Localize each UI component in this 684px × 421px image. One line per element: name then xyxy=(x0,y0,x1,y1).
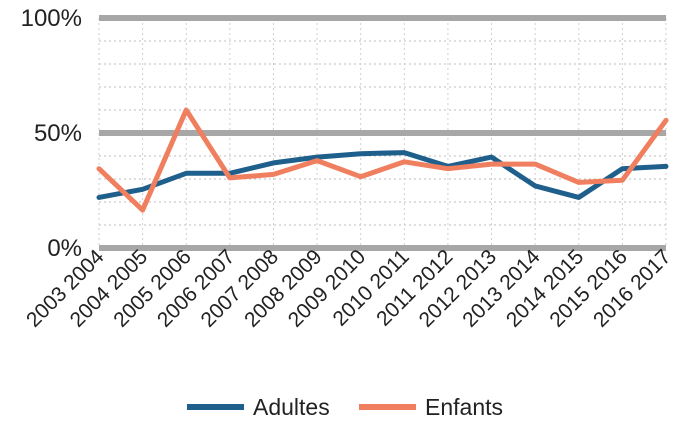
legend-label-enfants: Enfants xyxy=(425,394,503,420)
grid-lines xyxy=(98,15,667,251)
series-lines xyxy=(96,107,669,213)
legend: Adultes Enfants xyxy=(187,394,503,420)
y-tick-label: 50% xyxy=(34,120,82,147)
legend-label-adultes: Adultes xyxy=(253,394,330,420)
y-tick-label: 100% xyxy=(21,5,82,32)
series-line-enfants xyxy=(96,107,669,213)
y-tick-label: 0% xyxy=(47,235,82,262)
y-axis-ticks: 0% 50% 100% xyxy=(21,5,82,262)
series-line-adultes xyxy=(96,150,669,200)
